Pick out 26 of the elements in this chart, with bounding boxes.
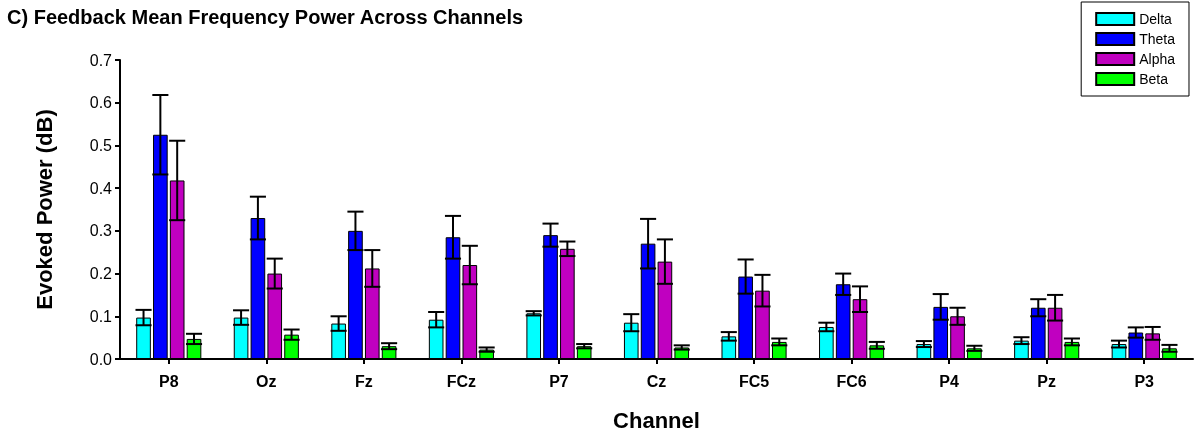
y-axis-title: Evoked Power (dB): [31, 109, 57, 310]
y-tick-label: 0.1: [89, 307, 113, 325]
y-tick-label: 0.2: [89, 265, 113, 283]
x-tick-label: P4: [939, 372, 960, 390]
legend-label: Alpha: [1139, 51, 1176, 67]
x-axis-title: Channel: [613, 407, 700, 433]
y-tick-label: 0.5: [89, 136, 113, 154]
y-tick-label: 0.4: [89, 179, 113, 197]
x-tick-label: FC6: [836, 372, 867, 390]
x-tick-label: FC5: [738, 372, 770, 390]
y-tick-label: 0.0: [89, 350, 113, 368]
x-tick-label: P7: [549, 372, 569, 390]
y-tick-label: 0.7: [89, 51, 113, 69]
x-tick-label: P3: [1134, 372, 1155, 390]
x-tick-label: P8: [158, 372, 179, 390]
y-tick-label: 0.3: [89, 222, 113, 240]
x-tick-label: FCz: [446, 372, 477, 390]
x-tick-label: Pz: [1037, 372, 1057, 390]
legend-label: Beta: [1139, 71, 1169, 87]
x-tick-label: Cz: [646, 372, 667, 390]
chart-title: C) Feedback Mean Frequency Power Across Channels: [7, 6, 524, 28]
y-tick-label: 0.6: [89, 94, 113, 112]
legend-label: Delta: [1139, 11, 1173, 27]
x-tick-label: Oz: [256, 372, 277, 390]
legend-label: Theta: [1139, 31, 1176, 47]
x-tick-label: Fz: [354, 372, 373, 390]
